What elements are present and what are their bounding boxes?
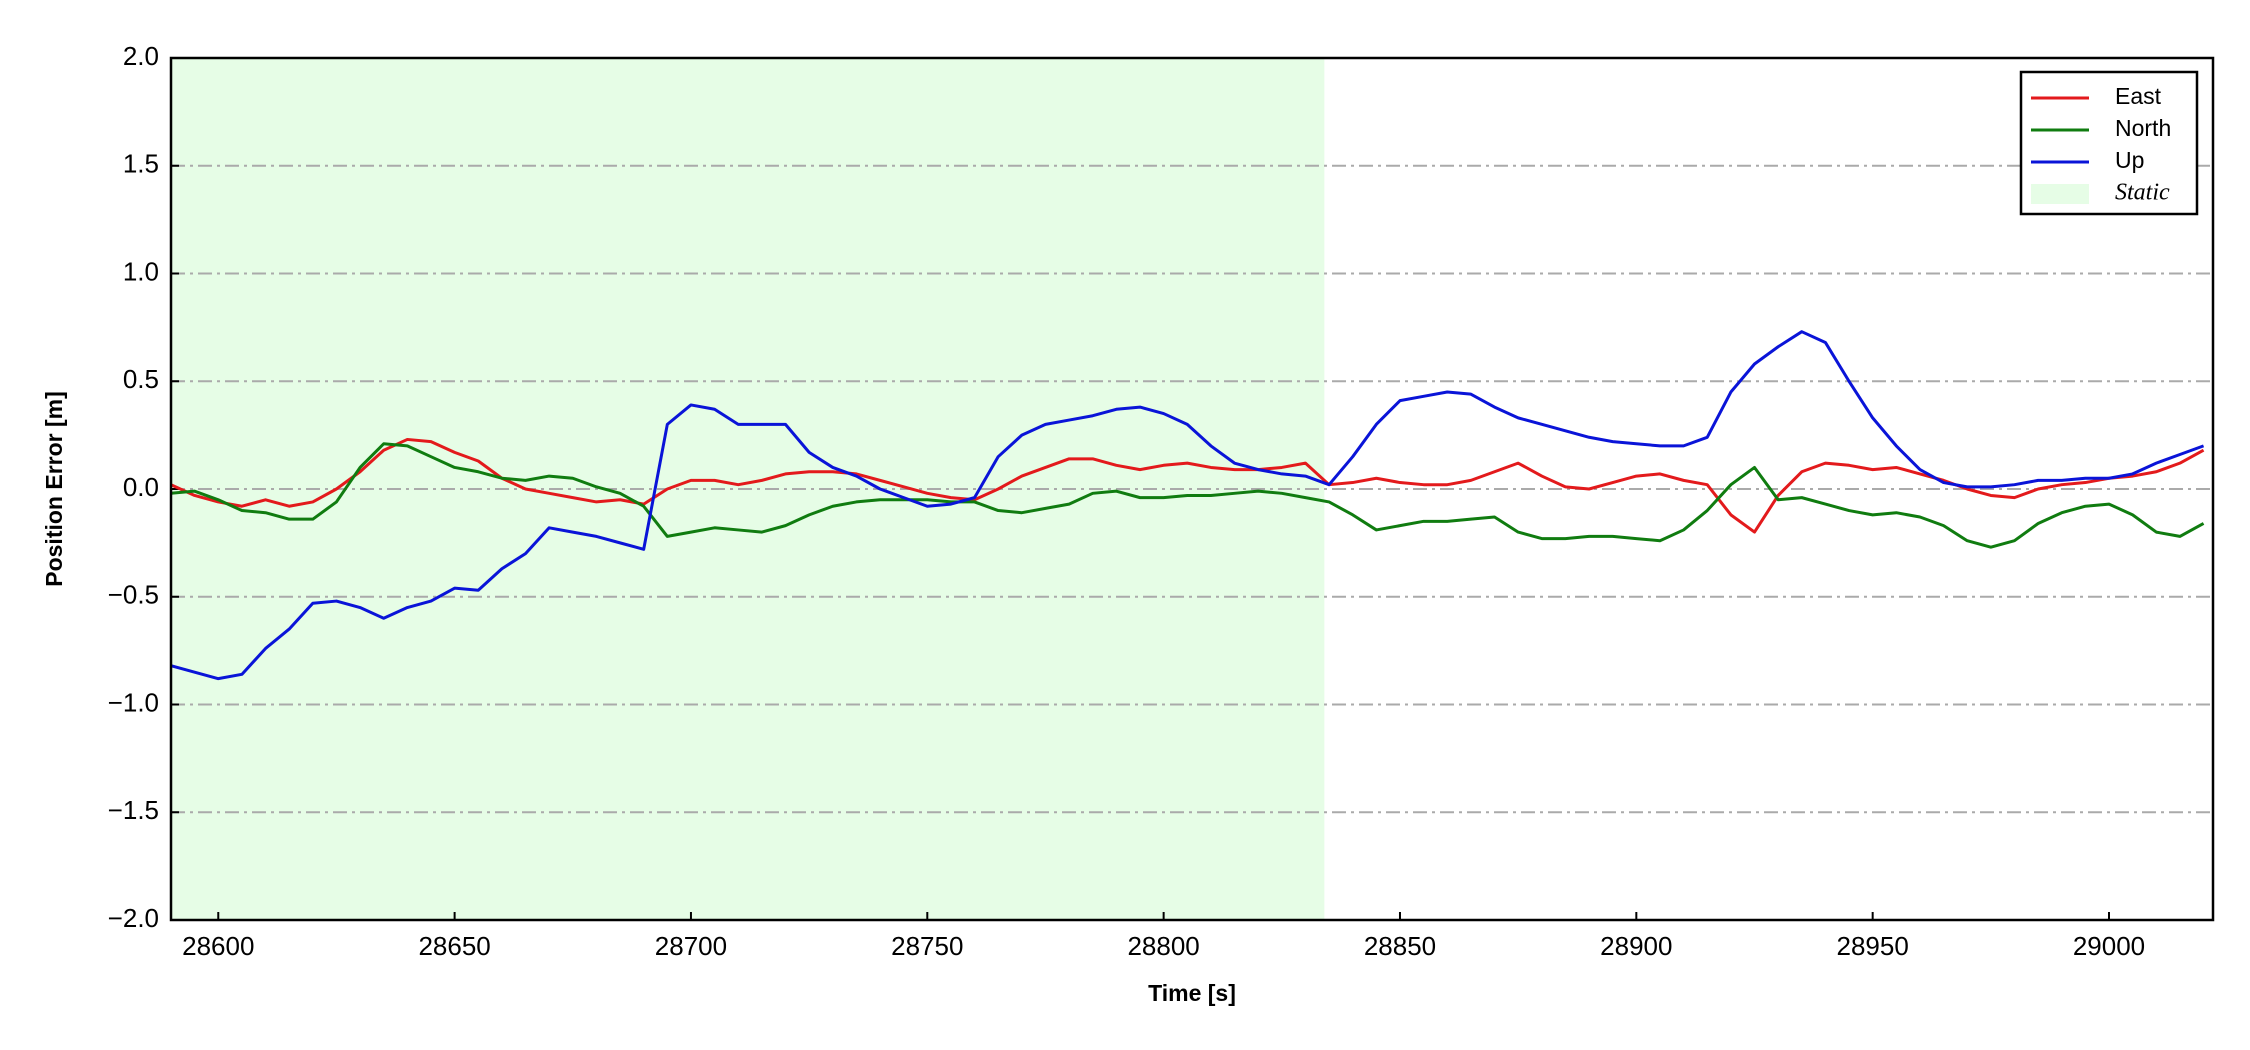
x-tick-label: 28650 — [418, 931, 490, 961]
x-tick-label: 28850 — [1364, 931, 1436, 961]
line — [171, 442, 2205, 549]
legend-label: East — [2115, 83, 2162, 109]
y-tick-label: −1.0 — [108, 687, 159, 717]
x-axis-label: Time [s] — [1148, 980, 1236, 1006]
y-tick-label: 0.5 — [123, 364, 159, 394]
y-axis-label: Position Error [m] — [41, 391, 67, 587]
x-tick-label: 29000 — [2073, 931, 2145, 961]
line — [171, 437, 2205, 534]
legend-label: Static — [2115, 180, 2170, 206]
y-tick-label: −1.5 — [108, 795, 159, 825]
plot-frame — [169, 56, 2215, 922]
x-tick-label: 28950 — [1837, 931, 1909, 961]
y-tick-label: 0.0 — [123, 472, 159, 502]
legend: East North Up Static — [2019, 70, 2199, 216]
line — [171, 330, 2205, 681]
legend-label: North — [2115, 115, 2171, 141]
y-tick-label: −0.5 — [108, 580, 159, 610]
y-tick-label: 1.0 — [123, 256, 159, 286]
legend-swatch — [2031, 184, 2089, 204]
x-tick-label: 28750 — [891, 931, 963, 961]
y-tick-label: 2.0 — [123, 41, 159, 71]
x-tick-label: 28600 — [182, 931, 254, 961]
x-tick-label: 28700 — [655, 931, 727, 961]
legend-label: Up — [2115, 147, 2144, 173]
x-tick-label: 28800 — [1127, 931, 1199, 961]
x-tick-label: 28900 — [1600, 931, 1672, 961]
y-tick-label: −2.0 — [108, 903, 159, 933]
y-tick-label: 1.5 — [123, 149, 159, 179]
